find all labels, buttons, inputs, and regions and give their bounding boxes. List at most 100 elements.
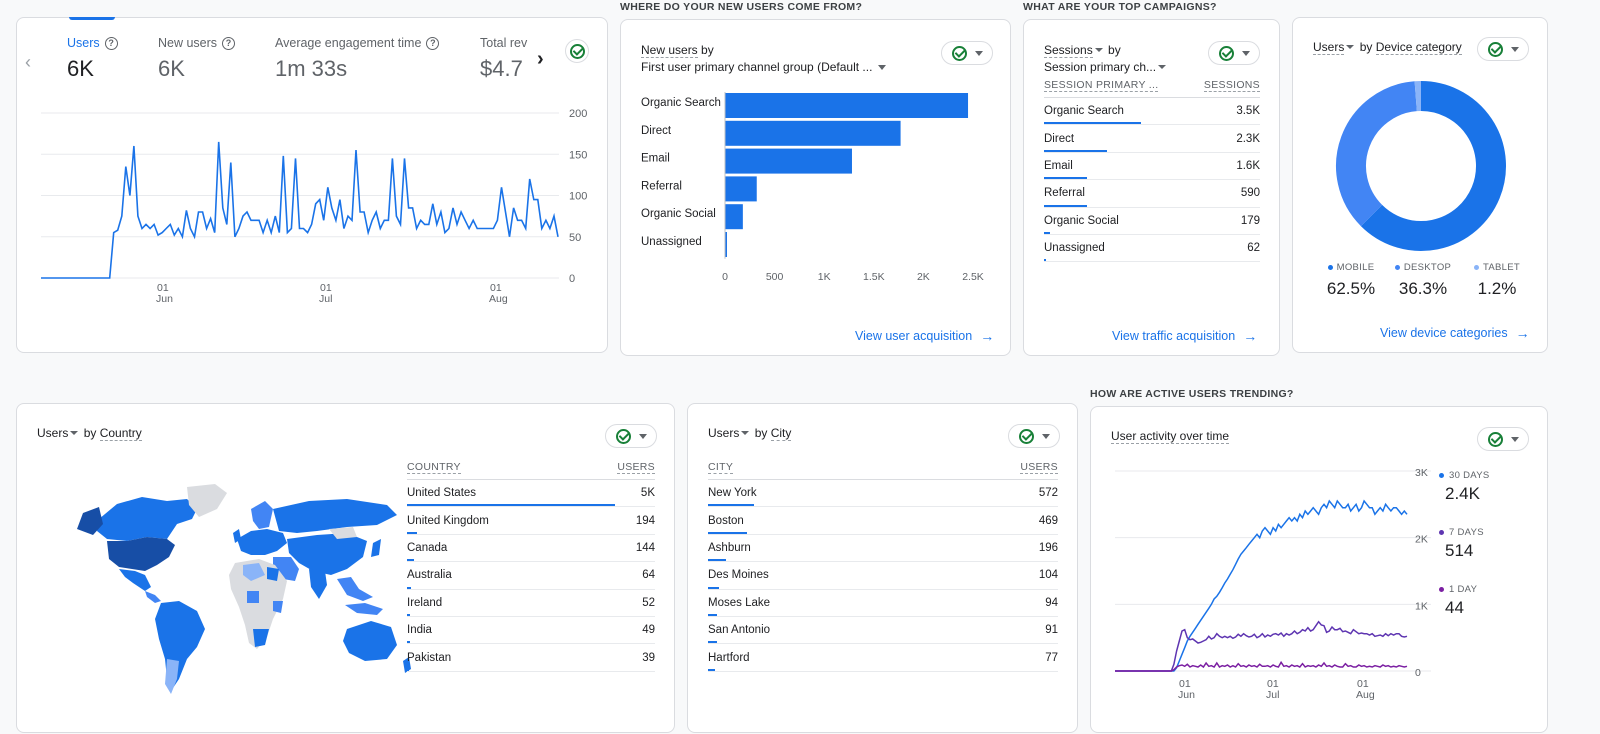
x-tick-label: 1.5K <box>863 271 885 283</box>
map-egypt[interactable] <box>267 567 279 581</box>
table-row[interactable]: Des Moines 104 <box>708 562 1058 589</box>
bar-direct[interactable] <box>725 121 901 146</box>
bar-email[interactable] <box>725 149 852 174</box>
compare-toggle[interactable] <box>605 424 657 448</box>
map-russia[interactable] <box>273 499 397 533</box>
map-europe[interactable] <box>237 529 287 555</box>
row-label: Australia <box>407 569 452 581</box>
map-usa[interactable] <box>107 537 175 571</box>
map-indonesia[interactable] <box>345 603 383 615</box>
view-device-categories-link[interactable]: View device categories→ <box>1380 325 1530 341</box>
city-chart-title[interactable]: Users by City <box>708 426 791 440</box>
col-header-users[interactable]: USERS <box>1020 461 1058 474</box>
legend-tablet: TABLET 1.2% <box>1467 262 1527 299</box>
map-nigeria[interactable] <box>247 591 259 603</box>
col-header-dimension[interactable]: SESSION PRIMARY ... <box>1044 79 1158 92</box>
map-kenya[interactable] <box>273 601 283 613</box>
bar-category-label: Direct <box>641 125 672 137</box>
donut-slice-desktop[interactable] <box>1351 96 1416 215</box>
caret-icon <box>1158 65 1166 69</box>
dimension-selector[interactable]: Country <box>100 426 142 441</box>
row-bar <box>407 669 409 671</box>
row-value: 77 <box>1045 652 1058 664</box>
y-tick-label: 2K <box>1415 534 1428 546</box>
dimension-selector[interactable]: City <box>771 426 792 441</box>
row-bar <box>1044 259 1046 261</box>
legend-1-day: 1 DAY 44 <box>1439 584 1477 618</box>
metric-selector[interactable]: Sessions <box>1044 43 1093 58</box>
x-tick-label: 500 <box>766 271 784 283</box>
row-value: 590 <box>1241 187 1260 199</box>
map-india[interactable] <box>309 569 327 599</box>
table-row[interactable]: Hartford 77 <box>708 644 1058 671</box>
legend-mobile: MOBILE 62.5% <box>1321 262 1381 299</box>
campaigns-chart-title[interactable]: Sessions by Session primary ch... <box>1044 42 1168 76</box>
bar-organic-social[interactable] <box>725 204 743 229</box>
check-circle-icon <box>1219 46 1234 61</box>
legend-dot <box>1395 265 1400 270</box>
row-label: Ireland <box>407 597 442 609</box>
by-text: by <box>755 426 768 440</box>
col-header-country[interactable]: COUNTRY <box>407 461 461 474</box>
legend-value: 1.2% <box>1467 279 1527 299</box>
country-chart-title[interactable]: Users by Country <box>37 426 142 440</box>
map-south-africa[interactable] <box>253 629 269 647</box>
acquisition-card: New users by First user primary channel … <box>620 19 1011 356</box>
metric-selector[interactable]: Users <box>708 426 739 440</box>
row-label: Hartford <box>708 652 750 664</box>
col-header-city[interactable]: CITY <box>708 461 733 474</box>
col-header-sessions[interactable]: SESSIONS <box>1204 79 1260 92</box>
metric-selector[interactable]: Users <box>37 426 68 440</box>
map-se-asia[interactable] <box>337 577 373 601</box>
map-japan[interactable] <box>371 539 381 557</box>
map-scandinavia[interactable] <box>251 501 273 529</box>
map-mexico[interactable] <box>119 569 151 591</box>
x-tick-month: Jun <box>1178 689 1195 701</box>
legend-label: DESKTOP <box>1404 262 1451 273</box>
view-traffic-acquisition-link[interactable]: View traffic acquisition→ <box>1112 328 1257 344</box>
dimension-selector[interactable]: Session primary ch... <box>1044 60 1156 74</box>
map-australia[interactable] <box>343 621 397 661</box>
link-text: View traffic acquisition <box>1112 329 1235 343</box>
x-tick-label: 2.5K <box>962 271 984 283</box>
bar-organic-search[interactable] <box>725 93 968 118</box>
map-central-america[interactable] <box>145 591 161 603</box>
row-value: 144 <box>636 542 655 554</box>
compare-toggle[interactable] <box>1208 41 1260 65</box>
row-label: United States <box>407 487 476 499</box>
row-label: San Antonio <box>708 624 770 636</box>
compare-toggle[interactable] <box>1008 424 1060 448</box>
map-south-america[interactable] <box>155 601 205 691</box>
view-user-acquisition-link[interactable]: View user acquisition→ <box>855 328 994 344</box>
map-argentina[interactable] <box>165 659 179 694</box>
map-asia[interactable] <box>287 533 367 575</box>
legend-value: 514 <box>1445 541 1484 561</box>
legend-label: TABLET <box>1483 262 1520 273</box>
map-canada[interactable] <box>97 497 197 541</box>
col-header-users[interactable]: USERS <box>617 461 655 474</box>
legend-label: 1 DAY <box>1449 584 1477 595</box>
row-value: 104 <box>1039 569 1058 581</box>
row-label: Des Moines <box>708 569 769 581</box>
row-label: Pakistan <box>407 652 451 664</box>
bar-referral[interactable] <box>725 176 757 201</box>
y-tick-label: 1K <box>1415 600 1428 612</box>
